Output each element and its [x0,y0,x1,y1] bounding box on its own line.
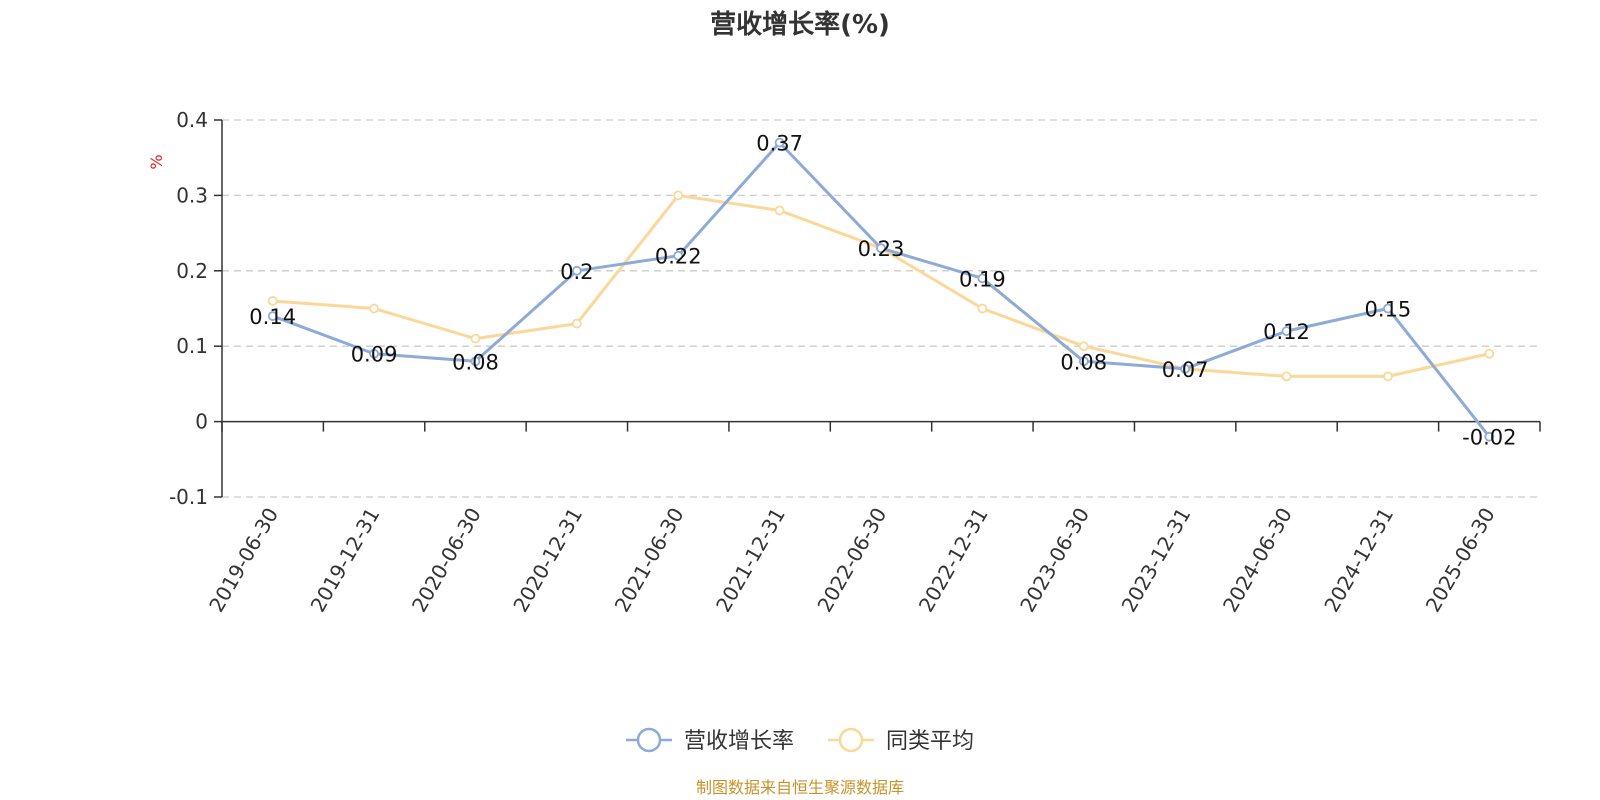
data-point [571,265,582,276]
y-tick-label: 0.4 [176,108,208,132]
data-label: 0.22 [655,245,702,269]
data-label: 0.23 [858,237,905,261]
x-tick-label: 2022-06-30 [812,504,891,617]
data-point [571,318,582,329]
data-label: 0.09 [351,343,398,367]
data-point [369,303,379,314]
series-line-peer-average [272,193,1490,378]
data-label: 0.12 [1263,320,1310,344]
legend-item-peer-average[interactable]: 同类平均 [828,727,974,754]
x-tick-label: 2019-12-31 [306,504,385,617]
legend: 营收增长率 同类平均 [626,727,974,754]
source-note: 制图数据来自恒生聚源数据库 [696,778,904,797]
data-labels: 0.14 0.09 0.08 0.2 0.22 0.37 0.23 0.19 0.08 0.07 0… [249,132,1516,450]
x-tick-label: 2021-06-30 [610,504,689,617]
data-point [977,273,988,284]
legend-peer-average-circle-icon [838,727,864,753]
data-label: 0.15 [1365,298,1412,322]
data-point [1180,363,1191,374]
chart-title: 营收增长率(%) [710,9,890,40]
data-point [876,243,886,254]
x-tick-label: 2025-06-30 [1421,504,1500,617]
data-point [267,311,278,321]
data-point [977,303,988,314]
data-point [1383,303,1393,314]
y-tick-label: 0.1 [176,334,208,358]
y-tick-label: 0.3 [176,183,208,207]
data-point [1484,431,1495,442]
x-tick-label: 2024-12-31 [1319,504,1398,617]
data-point [774,137,785,148]
y-tick-label: 0.2 [176,259,208,283]
data-point [267,296,278,306]
data-point [470,356,481,367]
data-label: 0.14 [249,305,296,329]
data-point [673,190,684,201]
data-label: 0.37 [756,132,803,156]
x-tick-label: 2022-12-31 [914,504,993,617]
series-lines [267,137,1495,442]
x-tick-label: 2020-12-31 [508,504,587,617]
y-tick-label: 0 [195,410,208,434]
data-point [1078,356,1089,367]
data-point [1281,326,1292,337]
data-label: 0.2 [560,260,593,284]
series-line-revenue-growth [272,141,1491,438]
data-point [1078,341,1089,352]
data-point [1484,348,1495,359]
x-tick-label: 2021-12-31 [711,504,790,617]
data-point [470,333,481,344]
data-point [673,250,684,261]
legend-item-revenue-growth[interactable]: 营收增长率 [626,727,794,754]
legend-revenue-growth-label: 营收增长率 [684,729,794,754]
y-axis-unit-label: % [147,154,166,169]
data-label: 0.07 [1162,358,1209,382]
x-tick-label: 2024-06-30 [1218,504,1297,617]
x-tick-label: 2023-06-30 [1015,504,1094,617]
x-tick-label: 2019-06-30 [204,504,283,617]
y-tick-label: -0.1 [169,485,208,509]
x-tick-label: 2020-06-30 [407,504,486,617]
data-point [1281,371,1292,382]
data-point [1383,371,1393,382]
x-tick-label: 2023-12-31 [1117,504,1196,617]
data-point [369,348,379,359]
legend-peer-average-label: 同类平均 [886,729,974,754]
legend-revenue-growth-circle-icon [636,727,662,753]
data-label: 0.19 [959,267,1006,291]
data-label: 0.08 [1060,350,1107,374]
data-label: 0.08 [452,350,499,374]
data-label: -0.02 [1462,426,1516,450]
grid-lines [222,119,1540,498]
data-point [774,205,785,216]
